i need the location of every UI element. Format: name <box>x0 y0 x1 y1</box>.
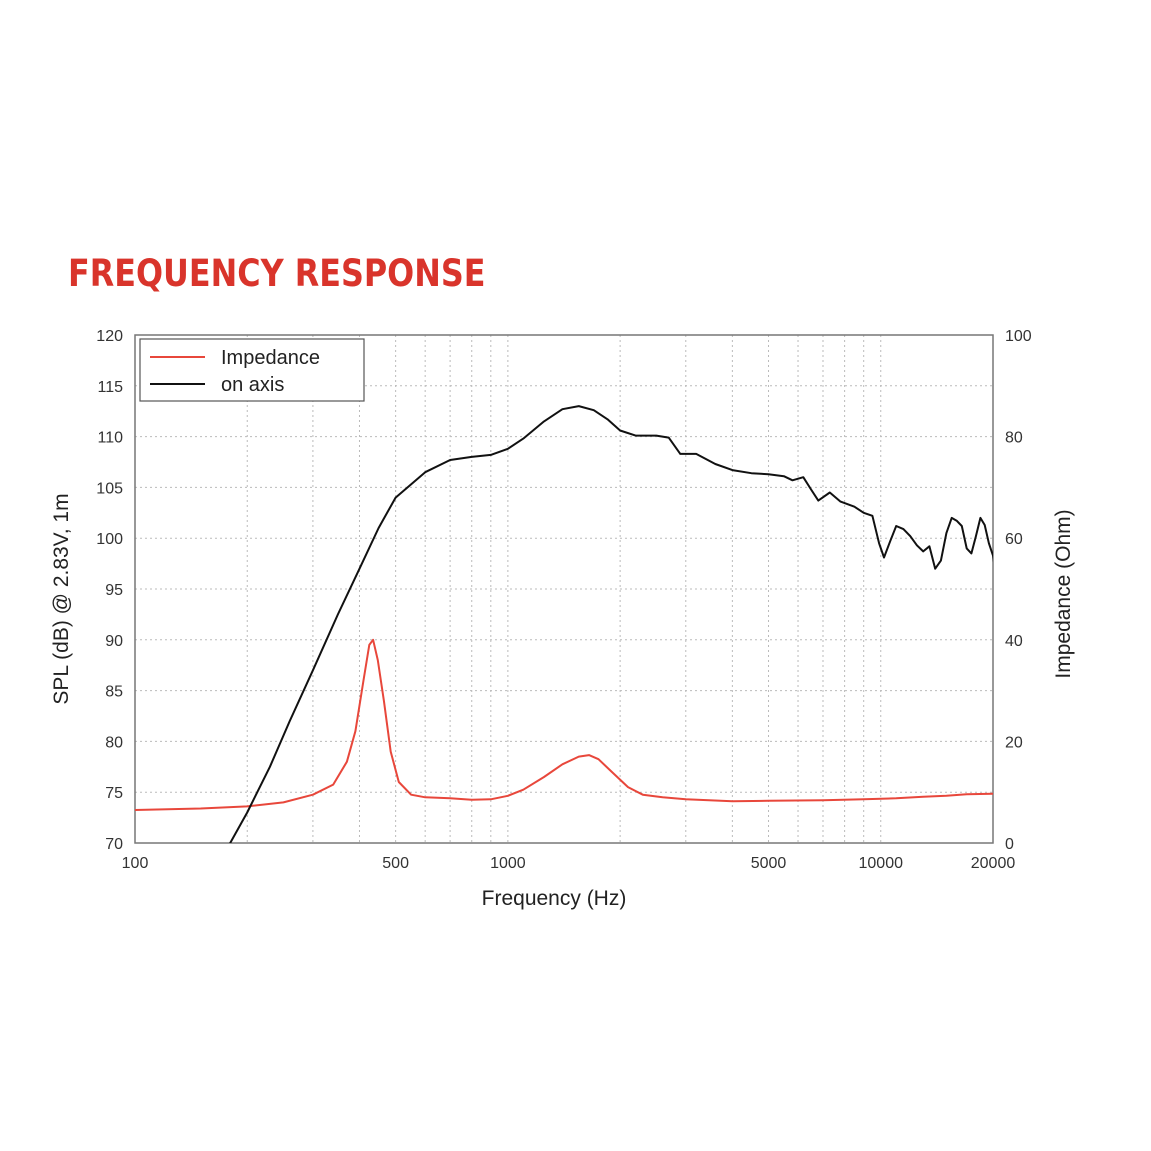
y-left-tick-label: 105 <box>96 480 123 497</box>
plot-frame <box>134 334 994 844</box>
x-tick-label: 100 <box>122 855 149 872</box>
grid <box>135 335 993 843</box>
x-tick-label: 1000 <box>490 855 526 872</box>
y-left-tick-label: 120 <box>96 328 123 345</box>
y-left-tick-label: 80 <box>105 734 123 751</box>
x-axis-label: Frequency (Hz) <box>482 887 627 910</box>
y-left-tick-label: 100 <box>96 531 123 548</box>
y-left-tick-label: 90 <box>105 633 123 650</box>
y-right-tick-label: 40 <box>1005 633 1023 650</box>
x-tick-label: 10000 <box>859 855 904 872</box>
legend-box <box>139 338 365 402</box>
y-left-tick-label: 85 <box>105 684 123 701</box>
legend-label-impedance: Impedance <box>221 347 320 369</box>
series-line-on-axis <box>229 405 993 843</box>
x-tick-label: 500 <box>382 855 409 872</box>
y-left-tick-label: 95 <box>105 582 123 599</box>
legend: Impedance on axis <box>139 338 365 402</box>
tick-labels: 100 500 1000 5000 10000 200007075808590951001… <box>96 328 1032 872</box>
y-right-tick-label: 100 <box>1005 328 1032 345</box>
series-line-impedance <box>135 638 993 811</box>
y-axis-left-label: SPL (dB) @ 2.83V, 1m <box>50 493 73 704</box>
y-left-tick-label: 75 <box>105 785 123 802</box>
series-lines <box>135 405 993 843</box>
y-left-tick-label: 70 <box>105 836 123 853</box>
y-left-tick-label: 110 <box>97 430 123 447</box>
x-tick-label: 20000 <box>971 855 1016 872</box>
y-right-tick-label: 0 <box>1005 836 1014 853</box>
y-right-tick-label: 60 <box>1005 531 1023 548</box>
y-right-tick-label: 80 <box>1005 430 1023 447</box>
chart-title: FREQUENCY RESPONSE <box>68 252 486 295</box>
y-axis-right-label: Impedance (Ohm) <box>1052 509 1075 678</box>
legend-label-on-axis: on axis <box>221 374 284 396</box>
x-tick-label: 5000 <box>751 855 787 872</box>
y-left-tick-label: 115 <box>97 379 123 396</box>
y-right-tick-label: 20 <box>1005 734 1023 751</box>
